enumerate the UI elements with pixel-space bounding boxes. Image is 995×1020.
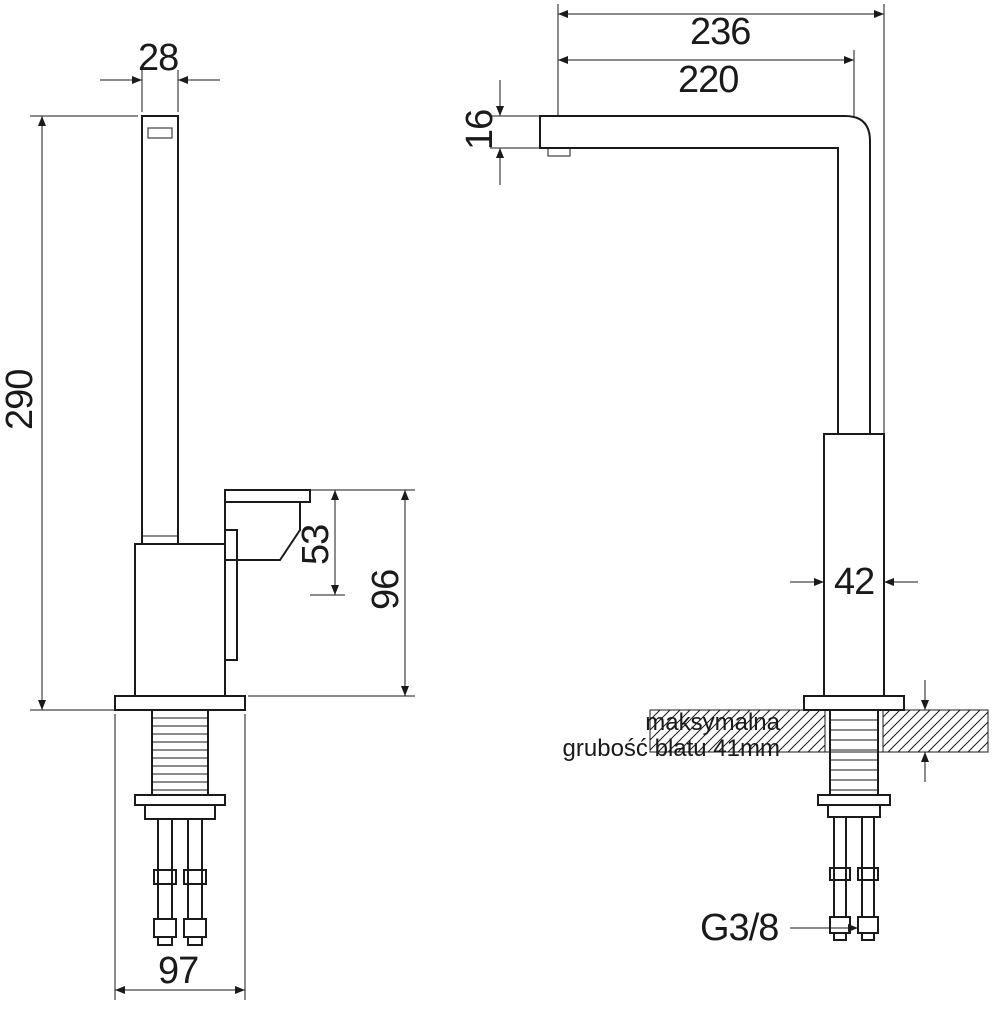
note-line2: grubość blatu 41mm (563, 735, 780, 762)
dim-42: 42 (834, 561, 874, 603)
connection-label: G3/8 (700, 907, 778, 949)
dim-28: 28 (138, 37, 178, 79)
note-line1: maksymalna (645, 709, 780, 736)
dim-236: 236 (690, 11, 750, 53)
dim-16: 16 (459, 110, 501, 150)
dim-220: 220 (678, 59, 738, 101)
left-view (115, 116, 310, 945)
dim-53: 53 (295, 525, 337, 565)
dim-96: 96 (365, 570, 407, 610)
right-dimensions: 236 220 16 42 maksymalna grubość blatu 4… (459, 4, 925, 949)
dim-290: 290 (0, 370, 41, 430)
dim-97: 97 (158, 950, 198, 992)
technical-drawing: 28 290 53 96 97 (0, 0, 995, 1020)
right-view (540, 116, 988, 940)
left-dimensions: 28 290 53 96 97 (0, 37, 415, 1000)
